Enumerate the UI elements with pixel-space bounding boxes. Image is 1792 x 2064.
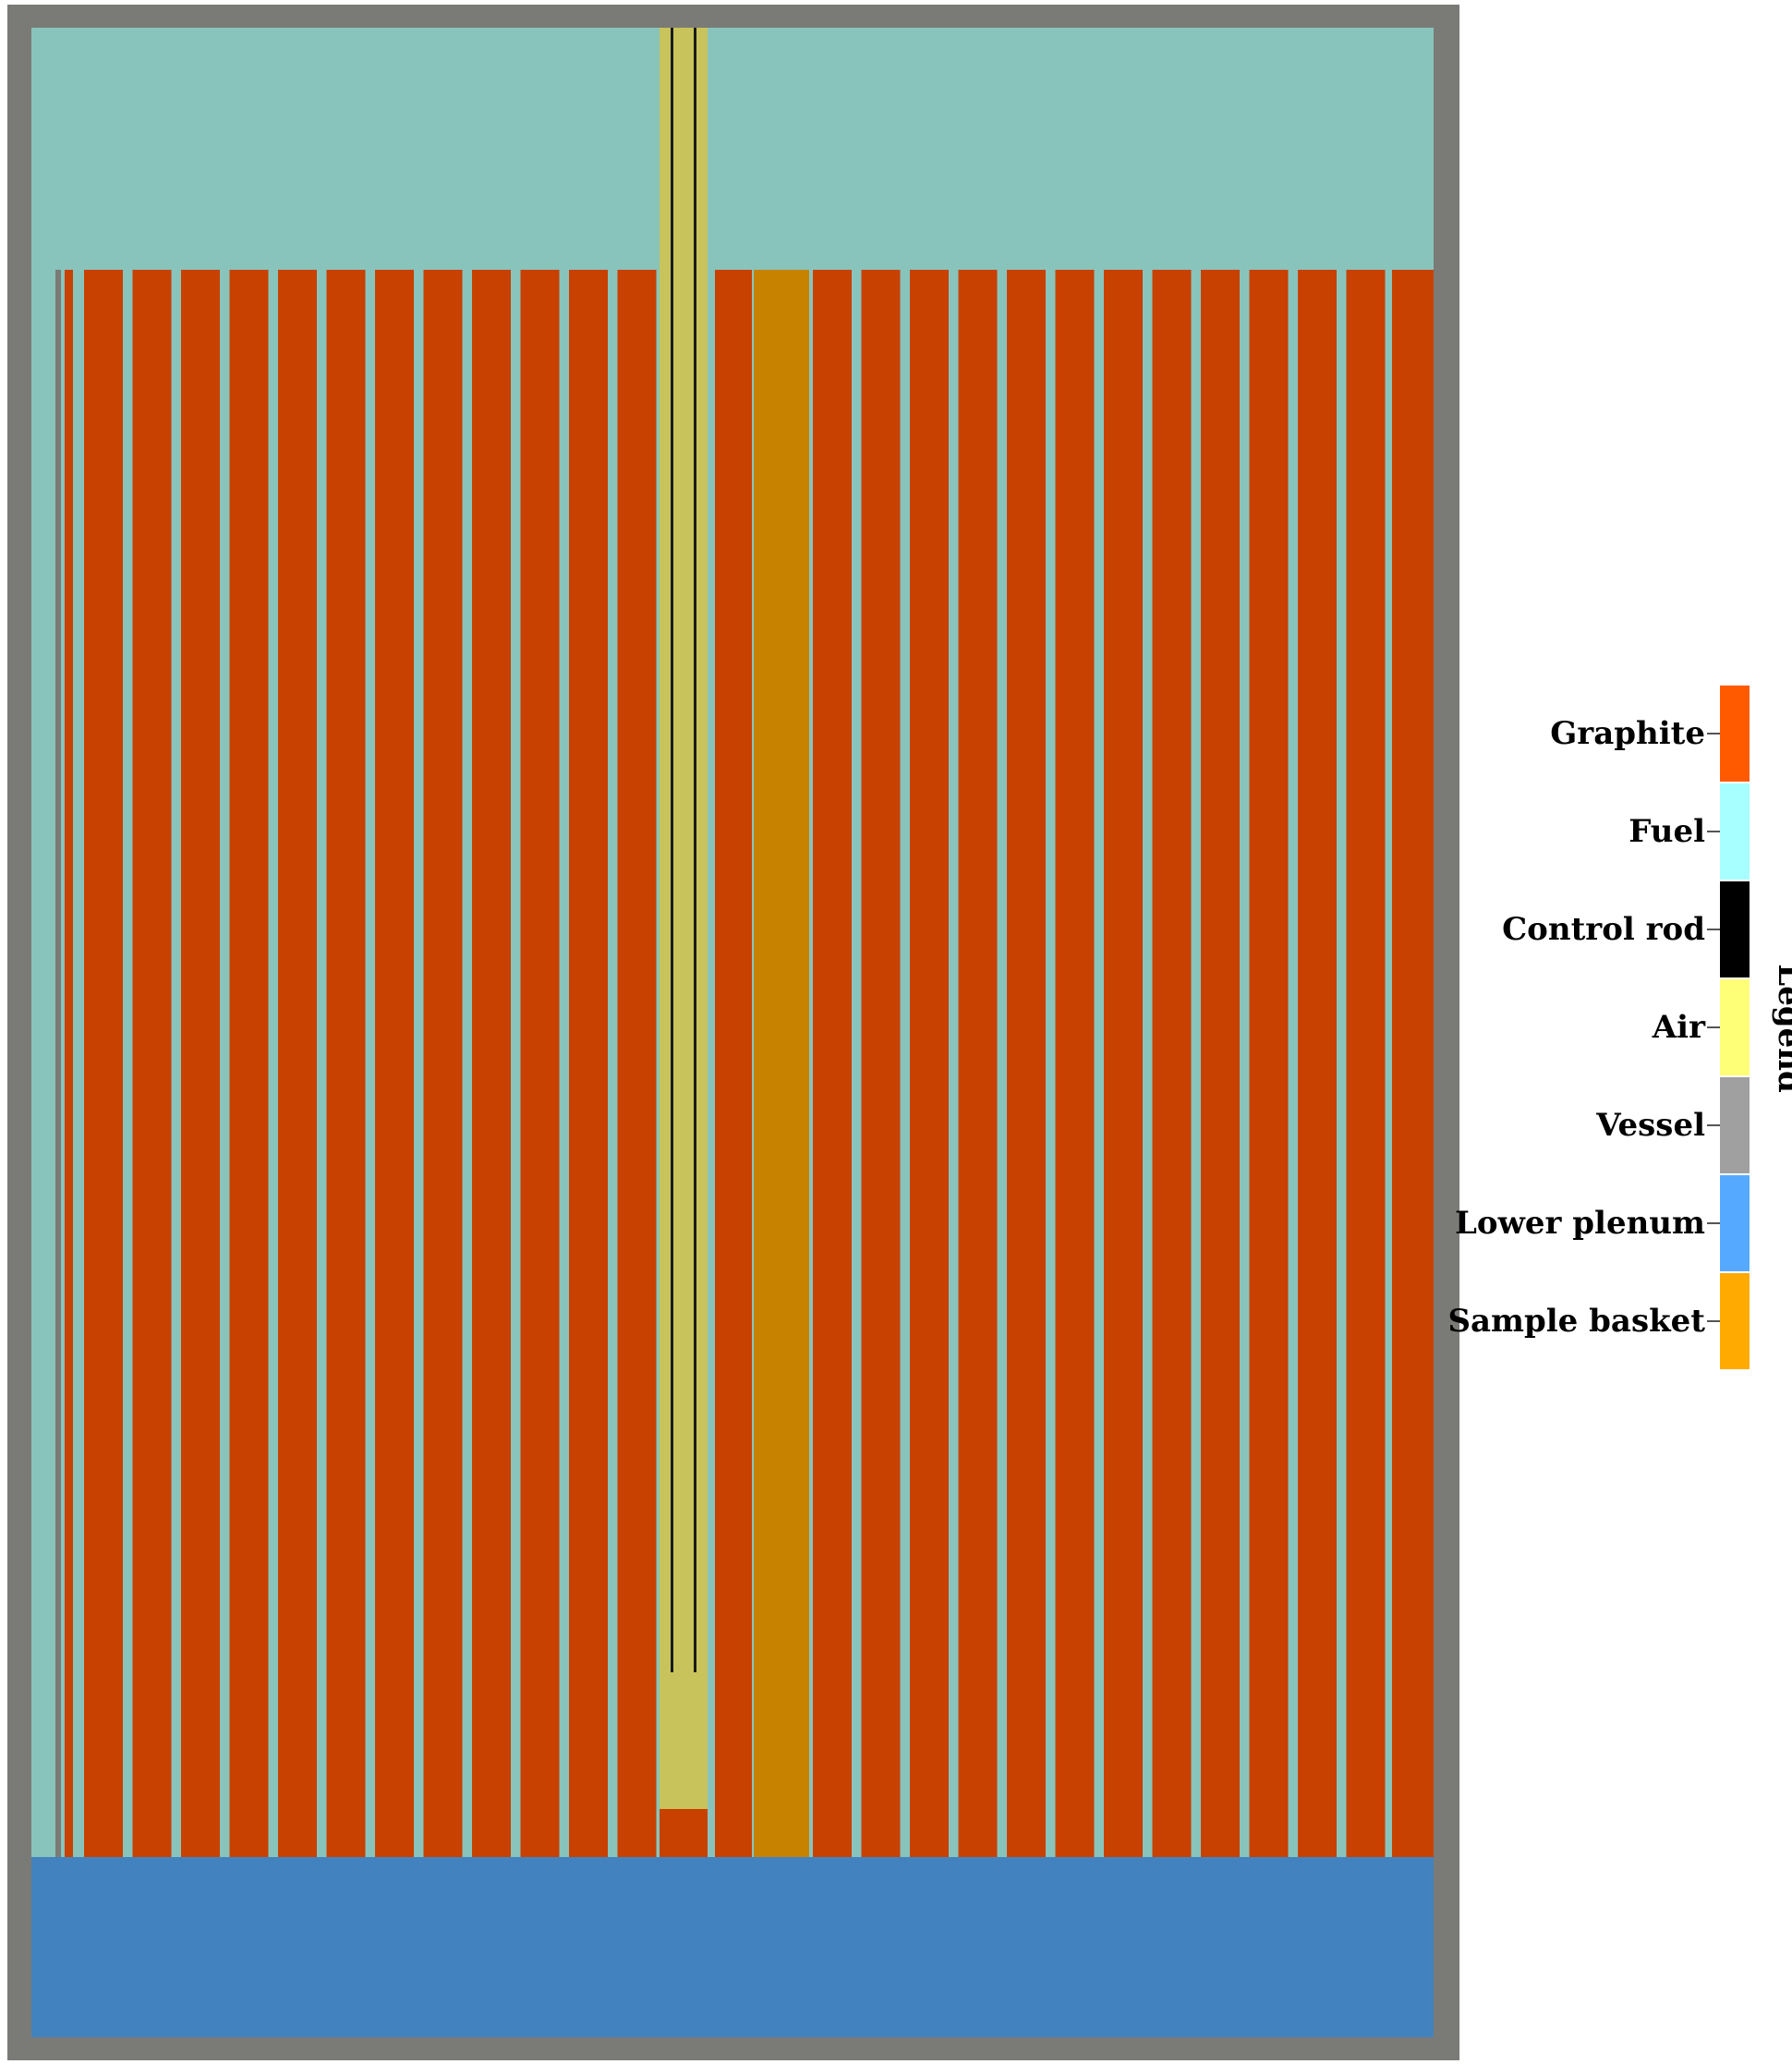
legend: Graphite Fuel Control rod Air Vessel Lower pl… — [1447, 686, 1792, 1369]
graphite-stringer — [1104, 270, 1143, 1857]
graphite-stringer — [1201, 270, 1240, 1857]
graphite-stringer — [375, 270, 414, 1857]
legend-label: Control rod — [1502, 911, 1705, 948]
graphite-stringer — [423, 270, 463, 1857]
graphite-stringer — [813, 270, 852, 1857]
control-rod — [671, 28, 673, 1672]
legend-label: Sample basket — [1447, 1303, 1705, 1340]
graphite-stringer — [1249, 270, 1289, 1857]
graphite-stringer — [1007, 270, 1046, 1857]
graphite-stringer — [520, 270, 560, 1857]
graphite-stringer — [617, 270, 657, 1857]
graphite-stringer — [910, 270, 949, 1857]
legend-swatch — [1720, 783, 1750, 880]
legend-swatch — [1720, 1077, 1750, 1173]
sample-basket — [754, 270, 809, 1857]
legend-label: Vessel — [1595, 1107, 1705, 1144]
graphite-stringer — [1298, 270, 1337, 1857]
graphite-stringer — [132, 270, 172, 1857]
legend-label: Fuel — [1629, 813, 1705, 850]
graphite-stringer — [472, 270, 511, 1857]
graphite-stringer — [1152, 270, 1192, 1857]
legend-label: Air — [1652, 1009, 1706, 1046]
graphite-stringer — [84, 270, 123, 1857]
legend-swatch — [1720, 979, 1750, 1075]
graphite-stringer — [861, 270, 901, 1857]
control-rod — [694, 28, 696, 1672]
graphite-stringer — [278, 270, 317, 1857]
legend-swatch — [1720, 1175, 1750, 1271]
core-edge-left — [55, 270, 61, 1857]
graphite-stringer — [1055, 270, 1095, 1857]
reactor-vessel-section — [7, 5, 1459, 2060]
graphite-stringer — [1395, 270, 1434, 1857]
graphite-stringer — [229, 270, 269, 1857]
graphite-plug — [660, 1809, 708, 1857]
legend-label: Lower plenum — [1455, 1205, 1705, 1242]
graphite-stringer — [65, 270, 73, 1857]
control-rod-thimble — [660, 28, 708, 1811]
lower-plenum — [31, 1857, 1434, 2037]
graphite-stringer — [958, 270, 998, 1857]
legend-swatch — [1720, 1273, 1750, 1369]
legend-swatch — [1720, 686, 1750, 782]
graphite-stringer — [1346, 270, 1386, 1857]
control-rod-assembly — [660, 28, 708, 1857]
legend-swatch — [1720, 881, 1750, 977]
graphite-stringer — [569, 270, 608, 1857]
legend-title: Legend — [1771, 964, 1792, 1092]
graphite-stringers — [55, 270, 1434, 1857]
graphite-stringer — [715, 270, 752, 1857]
legend-label: Graphite — [1550, 715, 1705, 752]
graphite-stringer — [326, 270, 366, 1857]
graphite-stringer — [181, 270, 220, 1857]
